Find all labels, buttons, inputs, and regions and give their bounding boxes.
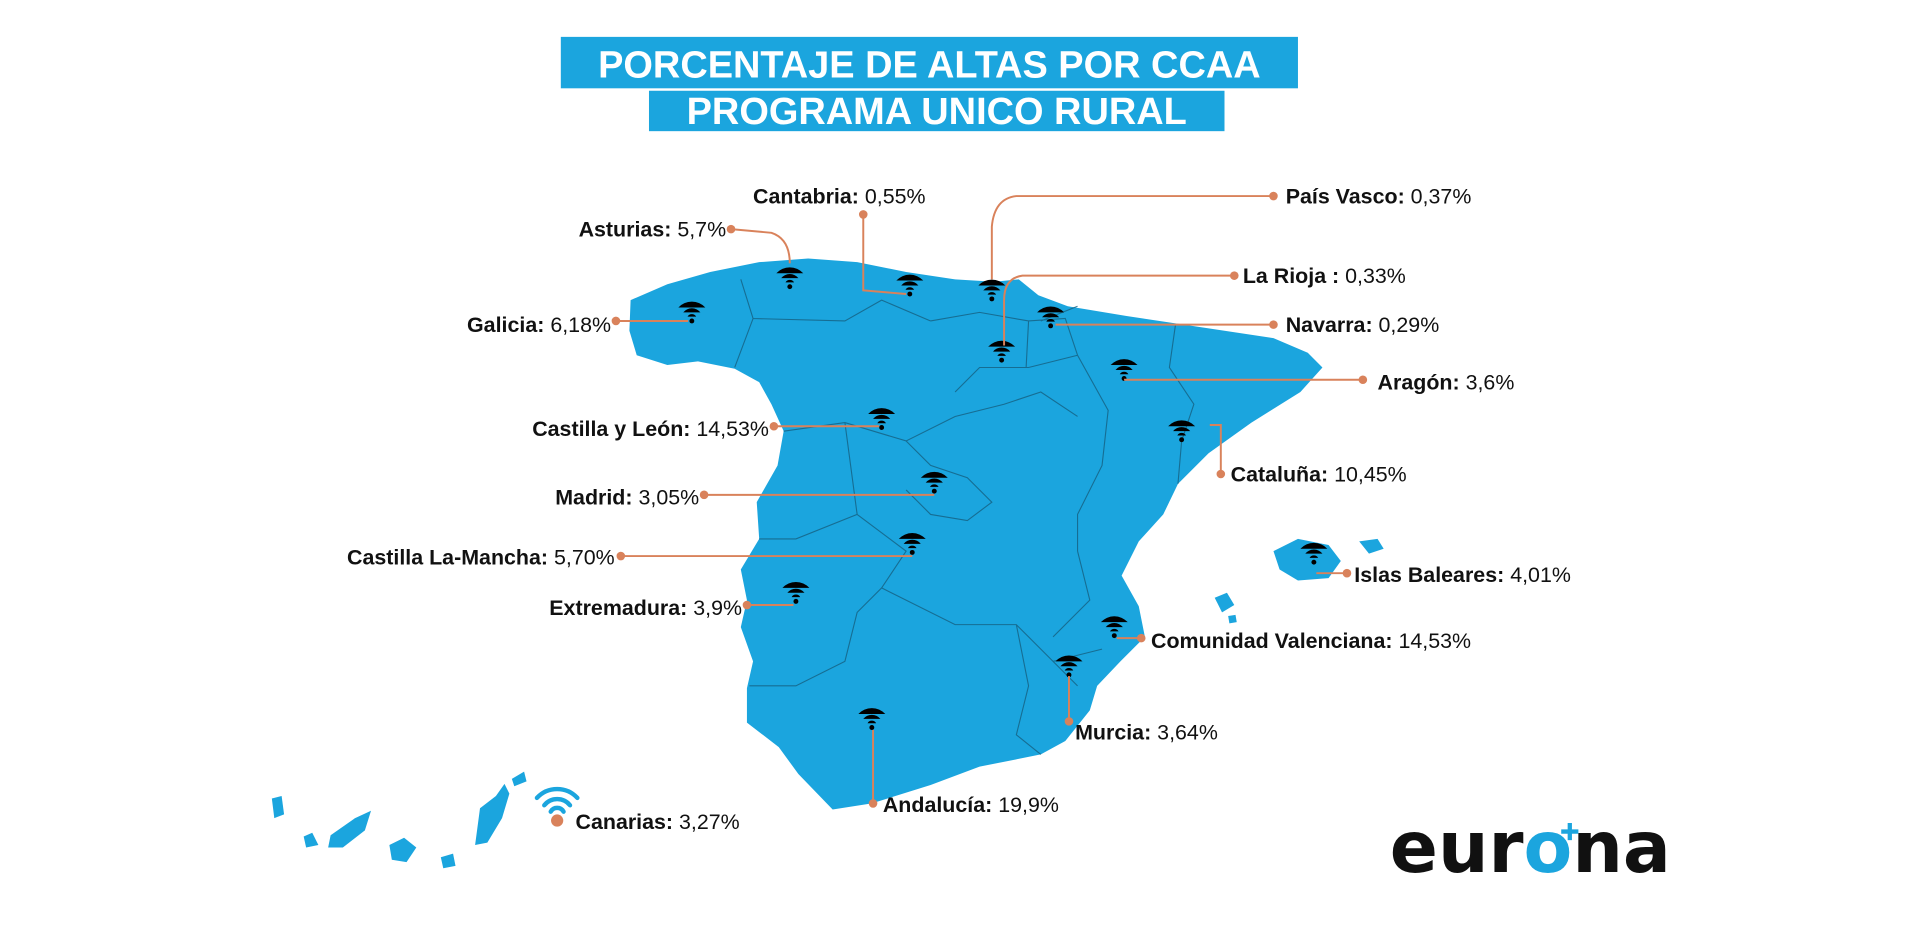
title: PORCENTAJE DE ALTAS POR CCAA PROGRAMA UN… xyxy=(560,36,1298,133)
label-canarias: Canarias: 3,27% xyxy=(576,810,740,834)
title-box-2 xyxy=(648,90,1225,132)
logo-text: eurona xyxy=(1390,806,1671,889)
label-navarra: Navarra: 0,29% xyxy=(1286,313,1440,337)
label-castilla-y-leon: Castilla y León: 14,53% xyxy=(532,417,769,441)
eurona-logo: eurona xyxy=(1390,806,1671,889)
label-extremadura: Extremadura: 3,9% xyxy=(549,596,742,620)
label-asturias: Asturias: 5,7% xyxy=(579,217,727,241)
canary-islands xyxy=(271,771,527,869)
mainland xyxy=(629,258,1323,810)
label-castilla-la-mancha: Castilla La-Mancha: 5,70% xyxy=(347,546,615,570)
label-pais-vasco: País Vasco: 0,37% xyxy=(1286,184,1472,208)
region-borders xyxy=(734,279,1195,755)
plus-icon xyxy=(1561,823,1579,841)
label-islas-baleares: Islas Baleares: 4,01% xyxy=(1354,563,1571,587)
spain-map xyxy=(271,258,1384,869)
label-murcia: Murcia: 3,64% xyxy=(1075,721,1218,745)
canarias-wifi-icon xyxy=(534,786,580,814)
title-line-2: PROGRAMA UNICO RURAL xyxy=(687,91,1187,133)
title-line-1: PORCENTAJE DE ALTAS POR CCAA xyxy=(598,44,1261,86)
label-madrid: Madrid: 3,05% xyxy=(555,486,699,510)
label-andalucia: Andalucía: 19,9% xyxy=(883,793,1059,817)
label-cantabria: Cantabria: 0,55% xyxy=(753,184,926,208)
label-comunidad-valenciana: Comunidad Valenciana: 14,53% xyxy=(1151,629,1471,653)
leader-lines xyxy=(551,191,1368,827)
title-box-1 xyxy=(560,36,1298,89)
label-aragon: Aragón: 3,6% xyxy=(1378,371,1515,395)
region-labels: Cantabria: 0,55% Asturias: 5,7% País Vas… xyxy=(347,184,1571,834)
label-cataluna: Cataluña: 10,45% xyxy=(1231,462,1407,486)
label-galicia: Galicia: 6,18% xyxy=(467,313,611,337)
label-la-rioja: La Rioja : 0,33% xyxy=(1243,264,1406,288)
balearic-islands xyxy=(1214,538,1384,624)
